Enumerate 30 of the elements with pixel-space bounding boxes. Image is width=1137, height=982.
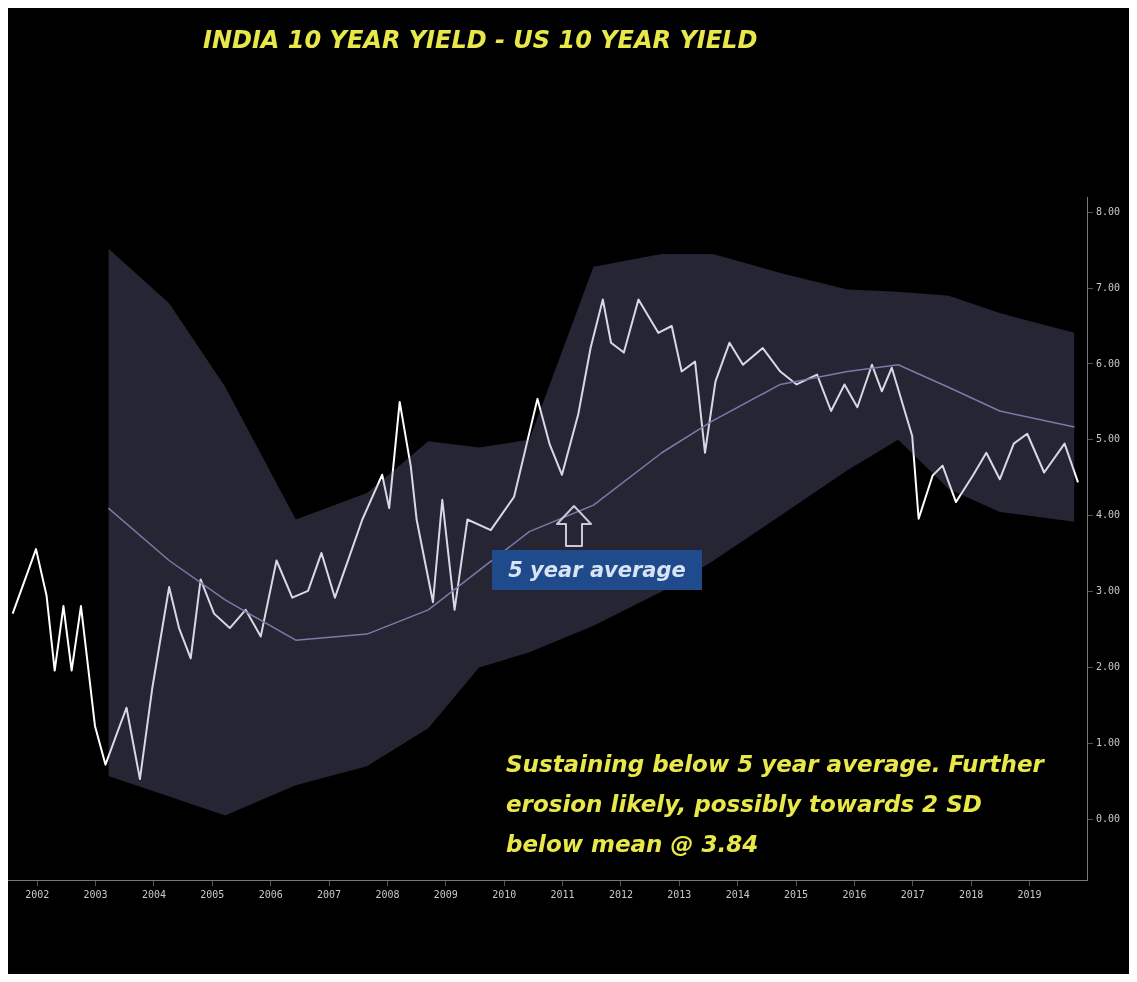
- chart-title: INDIA 10 YEAR YIELD - US 10 YEAR YIELD: [203, 26, 758, 54]
- x-tick-label: 2008: [375, 888, 400, 900]
- x-tick-label: 2017: [900, 888, 925, 900]
- y-tick-label: 8.00: [1095, 205, 1121, 217]
- y-tick-label: 0.00: [1095, 812, 1121, 824]
- annotation: Sustaining below 5 year average. Further erosion likely, possibly towards 2 SD below mean @ 3.84: [506, 750, 1046, 859]
- x-tick-label: 2018: [959, 888, 984, 900]
- x-tick-label: 2014: [725, 888, 750, 900]
- x-tick-label: 2013: [667, 888, 692, 900]
- x-tick-label: 2005: [200, 888, 225, 900]
- y-tick-label: 3.00: [1095, 585, 1121, 597]
- x-tick-label: 2002: [25, 888, 50, 900]
- x-tick-label: 2006: [258, 888, 283, 900]
- x-tick-label: 2015: [784, 888, 809, 900]
- x-tick-label: 2009: [433, 888, 458, 900]
- x-tick-label: 2011: [550, 888, 575, 900]
- x-tick-label: 2003: [83, 888, 108, 900]
- y-tick-label: 6.00: [1095, 357, 1121, 369]
- x-tick-label: 2019: [1017, 888, 1042, 900]
- y-tick-label: 2.00: [1095, 661, 1121, 673]
- x-tick-label: 2004: [141, 888, 166, 900]
- x-tick-label: 2016: [842, 888, 867, 900]
- y-tick-label: 4.00: [1095, 509, 1121, 521]
- y-tick-label: 1.00: [1095, 736, 1121, 748]
- y-tick-label: 7.00: [1095, 281, 1121, 293]
- x-tick-label: 2007: [317, 888, 342, 900]
- x-tick-label: 2012: [608, 888, 633, 900]
- x-tick-label: 2010: [492, 888, 517, 900]
- annotation: 5 year average: [492, 550, 702, 590]
- y-tick-label: 5.00: [1095, 433, 1121, 445]
